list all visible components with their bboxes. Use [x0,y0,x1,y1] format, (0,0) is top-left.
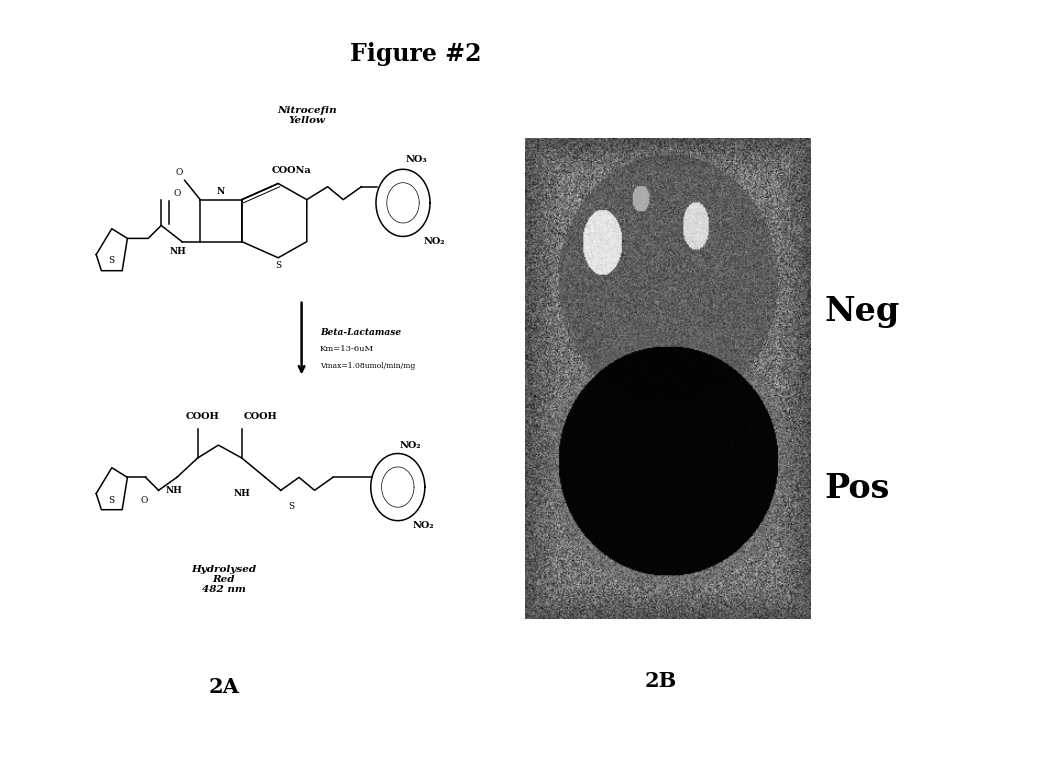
Text: Beta-Lactamase: Beta-Lactamase [320,328,401,337]
Text: 2A: 2A [208,677,239,697]
Text: COOH: COOH [243,411,277,421]
Text: NO₃: NO₃ [406,155,426,164]
Text: NH: NH [170,247,186,256]
Text: Vmax=1.08umol/min/mg: Vmax=1.08umol/min/mg [320,361,415,370]
Text: O: O [173,188,181,198]
Text: S: S [276,261,281,270]
Text: Hydrolysed
Red
482 nm: Hydrolysed Red 482 nm [191,564,256,594]
Text: COOH: COOH [186,411,219,421]
Text: 2B: 2B [644,671,677,691]
Text: NO₂: NO₂ [423,237,445,246]
Text: COONa: COONa [271,166,311,175]
Text: NO₂: NO₂ [413,521,435,531]
Text: S: S [109,495,114,504]
Text: Nitrocefin
Yellow: Nitrocefin Yellow [277,106,337,125]
Text: NH: NH [165,486,183,494]
Text: NO₂: NO₂ [400,441,421,450]
Text: O: O [176,168,183,177]
Text: NH: NH [233,489,251,498]
Text: Km=13-6uM: Km=13-6uM [320,345,374,354]
Text: Pos: Pos [825,472,890,504]
Text: S: S [109,257,114,265]
Text: S: S [288,502,294,511]
Text: O: O [140,495,149,504]
Text: Figure #2: Figure #2 [350,42,482,66]
Text: Neg: Neg [825,295,900,328]
Text: N: N [217,188,225,196]
